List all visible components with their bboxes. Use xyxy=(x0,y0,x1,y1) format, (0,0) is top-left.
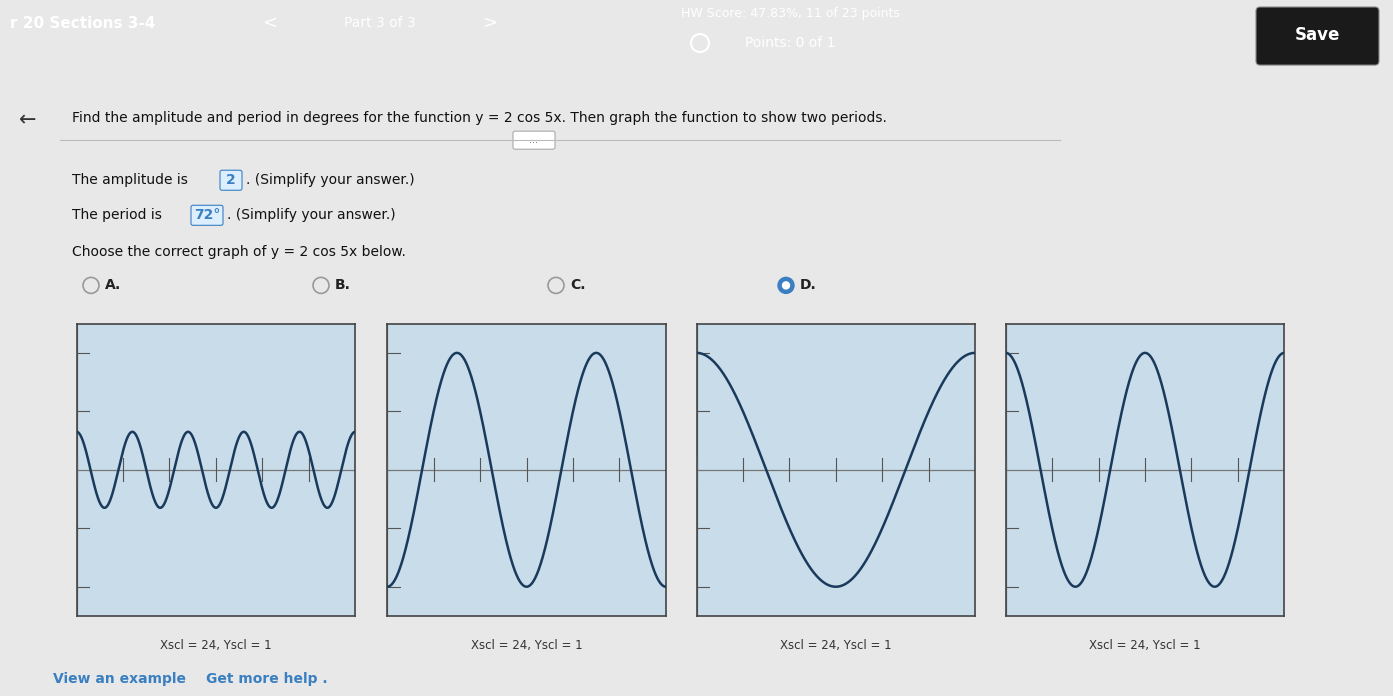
Text: >: > xyxy=(482,14,497,32)
Text: The amplitude is: The amplitude is xyxy=(72,173,188,187)
Text: The period is: The period is xyxy=(72,208,162,222)
Text: Part 3 of 3: Part 3 of 3 xyxy=(344,16,417,30)
Text: 2: 2 xyxy=(226,173,235,187)
Text: <: < xyxy=(262,14,277,32)
Text: D.: D. xyxy=(800,278,816,292)
Text: Save: Save xyxy=(1294,26,1340,44)
Text: HW Score: 47.83%, 11 of 23 points: HW Score: 47.83%, 11 of 23 points xyxy=(681,6,900,19)
Text: . (Simplify your answer.): . (Simplify your answer.) xyxy=(247,173,415,187)
Text: Xscl = 24, Yscl = 1: Xscl = 24, Yscl = 1 xyxy=(160,640,272,652)
Text: Get more help .: Get more help . xyxy=(206,672,327,686)
Text: Points: 0 of 1: Points: 0 of 1 xyxy=(745,36,836,50)
Text: ←: ← xyxy=(20,110,36,130)
Text: 72°: 72° xyxy=(194,208,220,222)
Text: Xscl = 24, Yscl = 1: Xscl = 24, Yscl = 1 xyxy=(471,640,582,652)
Text: ...: ... xyxy=(529,135,539,145)
Text: Choose the correct graph of y = 2 cos 5x below.: Choose the correct graph of y = 2 cos 5x… xyxy=(72,246,405,260)
FancyBboxPatch shape xyxy=(191,205,223,226)
Text: . (Simplify your answer.): . (Simplify your answer.) xyxy=(227,208,396,222)
FancyBboxPatch shape xyxy=(220,171,242,190)
Circle shape xyxy=(779,278,794,294)
FancyBboxPatch shape xyxy=(513,131,554,149)
Circle shape xyxy=(783,282,790,289)
Text: Find the amplitude and period in degrees for the function y = 2 cos 5x. Then gra: Find the amplitude and period in degrees… xyxy=(72,111,887,125)
Text: View an example: View an example xyxy=(53,672,185,686)
Text: Xscl = 24, Yscl = 1: Xscl = 24, Yscl = 1 xyxy=(780,640,892,652)
FancyBboxPatch shape xyxy=(1256,7,1379,65)
Text: A.: A. xyxy=(104,278,121,292)
Text: C.: C. xyxy=(570,278,585,292)
Text: Xscl = 24, Yscl = 1: Xscl = 24, Yscl = 1 xyxy=(1089,640,1201,652)
Text: B.: B. xyxy=(334,278,351,292)
Text: r 20 Sections 3-4: r 20 Sections 3-4 xyxy=(10,15,156,31)
